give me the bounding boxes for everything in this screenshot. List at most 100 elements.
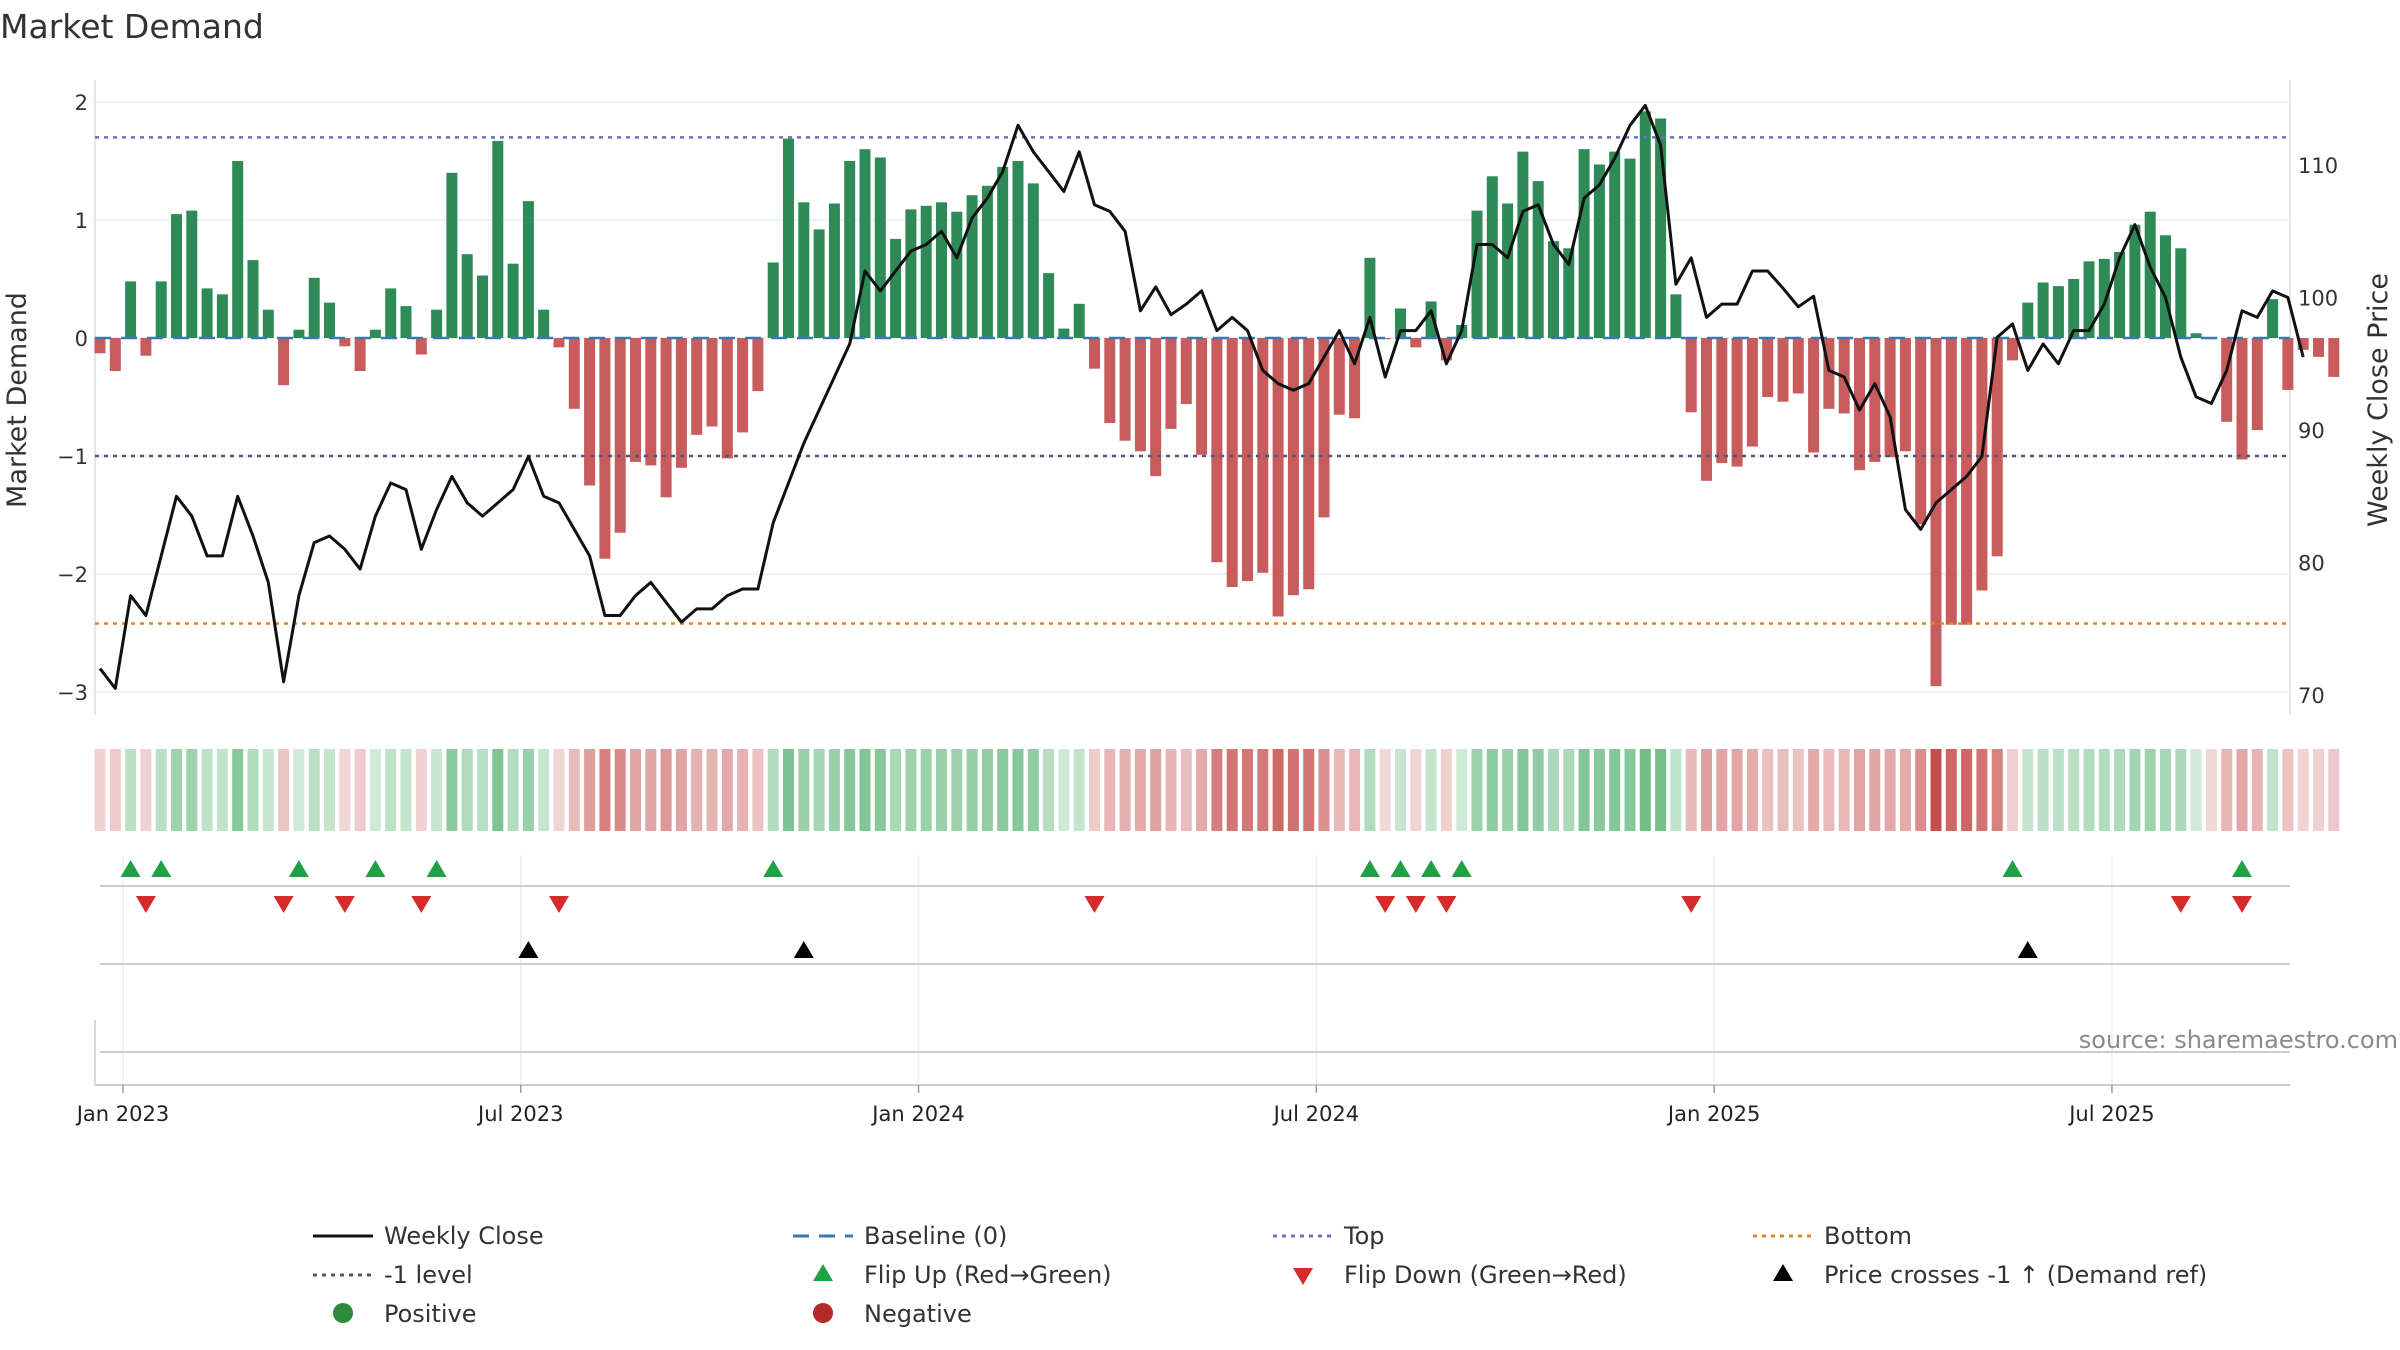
demand-bar [1716, 338, 1728, 464]
demand-bar [1670, 294, 1682, 338]
heat-cell [2037, 749, 2049, 831]
flip-down-marker [1681, 896, 1702, 913]
heat-cell [2175, 749, 2187, 831]
heat-cell [874, 749, 886, 831]
heat-cell [415, 749, 427, 831]
demand-bar [1869, 338, 1881, 462]
demand-bar [2297, 338, 2309, 350]
left-y-tick-label: −1 [57, 445, 88, 469]
demand-bar [2068, 279, 2080, 338]
heat-cell [2205, 749, 2217, 831]
heat-cell [308, 749, 320, 831]
heat-cell [981, 749, 993, 831]
heat-cell [1333, 749, 1345, 831]
demand-bar [324, 302, 335, 338]
source-note: source: sharemaestro.com [2079, 1026, 2398, 1054]
demand-bar [1364, 257, 1376, 338]
x-tick-label: Jan 2024 [870, 1102, 965, 1126]
heat-cell [1609, 749, 1621, 831]
demand-bar [721, 338, 733, 459]
svg-text:Flip Down (Green→Red): Flip Down (Green→Red) [1344, 1261, 1627, 1289]
heat-cell [1211, 749, 1223, 831]
price-cross-marker [2017, 941, 2038, 958]
demand-bar [1471, 210, 1483, 338]
demand-bar [1150, 338, 1162, 477]
demand-bar [385, 288, 397, 338]
demand-bar [1701, 338, 1712, 481]
main-plot: 2 1 0 −1 −2 −3 110 100 90 80 70 Market Demand Wee… [2, 80, 2394, 715]
svg-text:Baseline (0): Baseline (0) [864, 1222, 1007, 1250]
demand-bar [369, 329, 381, 338]
demand-bar [1532, 181, 1544, 338]
demand-bar [1762, 338, 1774, 397]
demand-bar [2313, 338, 2324, 357]
signal-markers [120, 860, 2252, 958]
flip-up-marker [426, 860, 447, 877]
demand-bar [1242, 338, 1253, 582]
heat-cell [1058, 749, 1070, 831]
heat-cell [2236, 749, 2248, 831]
heat-cell [1593, 749, 1605, 831]
demand-bars [94, 111, 2340, 687]
flip-up-marker [1359, 860, 1380, 877]
flip-up-marker [1421, 860, 1442, 877]
demand-bar [1012, 161, 1024, 338]
heat-cell [1379, 749, 1391, 831]
demand-bar [1517, 151, 1529, 338]
heat-cell [1012, 749, 1024, 831]
heat-cell [1930, 749, 1942, 831]
left-y-tick-label: 1 [75, 209, 88, 233]
demand-bar [828, 203, 840, 338]
heat-cell [1838, 749, 1850, 831]
demand-bar [522, 201, 534, 338]
heat-cell [385, 749, 397, 831]
heat-cell [1563, 749, 1575, 831]
demand-bar [584, 338, 596, 486]
heat-cell [492, 749, 504, 831]
heat-cell [171, 749, 182, 831]
heat-cell [1991, 749, 2003, 831]
heat-cell [2068, 749, 2080, 831]
demand-bar [1639, 111, 1651, 339]
demand-bar [2144, 211, 2156, 338]
flip-up-marker [288, 860, 309, 877]
heat-cell [844, 749, 856, 831]
demand-bar [1104, 338, 1116, 423]
x-tick-label: Jan 2023 [75, 1102, 170, 1126]
heat-cell [1639, 749, 1651, 831]
demand-bar [1043, 273, 1055, 338]
heat-cell [1486, 749, 1498, 831]
heat-cell [2267, 749, 2279, 831]
demand-bar [1226, 338, 1238, 587]
demand-bar [783, 138, 794, 338]
left-y-tick-label: −3 [57, 681, 88, 705]
legend-item-price-cross: Price crosses -1 ↑ (Demand ref) [1773, 1261, 2207, 1289]
heat-cell [675, 749, 687, 831]
flip-up-marker [365, 860, 386, 877]
demand-bar [1333, 338, 1345, 415]
demand-bar [1119, 338, 1131, 441]
demand-bar [171, 214, 182, 338]
flip-down-marker [2170, 896, 2191, 913]
svg-text:Top: Top [1343, 1222, 1385, 1250]
heat-cell [951, 749, 963, 831]
demand-bar [981, 185, 993, 338]
demand-bar [1089, 338, 1100, 369]
flip-down-marker [549, 896, 569, 913]
y-gridlines [95, 101, 2290, 693]
heat-cell [2098, 749, 2110, 831]
heat-cell [691, 749, 703, 831]
demand-bar [706, 338, 718, 427]
demand-bar [1685, 338, 1697, 413]
heat-cell [1043, 749, 1055, 831]
left-y-axis-label: Market Demand [2, 292, 33, 508]
demand-bar [966, 195, 978, 338]
demand-bar [1410, 338, 1422, 348]
right-y-tick-label: 80 [2298, 552, 2325, 576]
demand-bar [2251, 338, 2263, 430]
legend-item-baseline: Baseline (0) [793, 1222, 1007, 1250]
demand-bar [936, 202, 947, 338]
demand-bar [201, 288, 213, 338]
heat-cell [1287, 749, 1299, 831]
heat-cell [1731, 749, 1743, 831]
